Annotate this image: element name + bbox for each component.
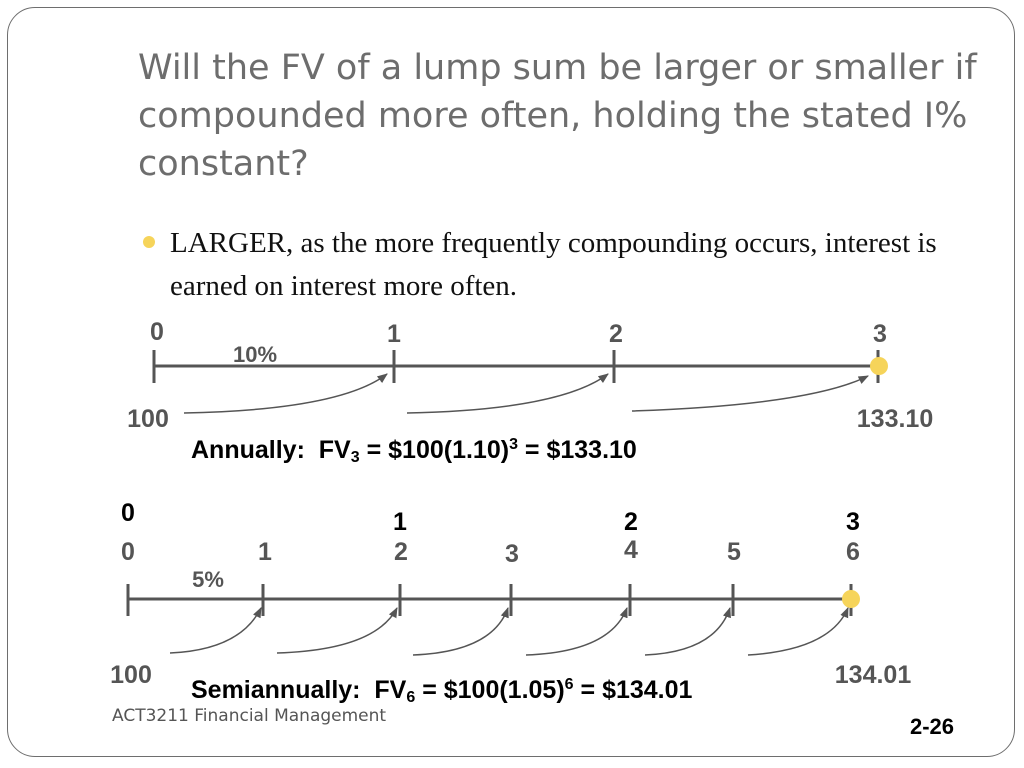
semiannual-pv: 100 [110,661,152,689]
semiannual-arrow-2 [276,607,398,654]
semiannual-period-2: 2 [394,538,408,566]
annual-period-2: 2 [609,320,623,348]
annual-arrow-1 [183,373,388,414]
annual-arrow-3 [631,375,869,412]
footer-course: ACT3211 Financial Management [112,706,387,726]
annual-fv: 133.10 [857,405,933,433]
annual-formula-label: Annually: FV [191,436,351,464]
semiannual-arrow-5 [644,607,731,656]
semiannual-formula-middle: = $100(1.05) [415,676,565,704]
semiannual-arrow-4 [525,607,628,656]
bullet-text: LARGER, as the more frequently compoundi… [170,227,937,302]
annual-pv: 100 [127,405,169,433]
semiannual-formula-result: = $134.01 [573,676,693,704]
semiannual-period-4: 4 [624,536,638,564]
semiannual-year-1: 1 [393,508,407,536]
annual-formula-middle: = $100(1.10) [359,436,510,464]
slide-title: Will the FV of a lump sum be larger or s… [138,48,977,184]
semiannual-end-marker [842,590,860,608]
semiannual-arrow-6 [747,607,849,656]
semiannual-formula-exp: 6 [564,676,574,693]
semiannual-period-6: 6 [846,538,860,566]
annual-period-0: 0 [150,318,164,346]
semiannual-period-0: 0 [121,538,135,566]
semiannual-timeline: 0 1 2 3 0 1 2 3 4 5 6 5% 100 134.01 [110,499,911,689]
semiannual-fv: 134.01 [835,661,912,689]
annual-formula-sub: 3 [350,449,360,466]
annual-timeline: 0 1 2 3 10% 100 133.10 [127,318,933,433]
annual-period-3: 3 [873,320,887,348]
semiannual-arrow-3 [412,607,509,656]
semiannual-arrow-1 [169,607,262,654]
semiannual-formula-label: Semiannually: FV [191,676,407,704]
annual-formula: Annually: FV3 = $100(1.10)3 = $133.10 [191,436,637,467]
annual-period-1: 1 [387,320,401,348]
semiannual-formula: Semiannually: FV6 = $100(1.05)6 = $134.0… [191,676,692,707]
slide-frame [7,7,1015,757]
annual-arrow-2 [406,373,609,414]
semiannual-period-3: 3 [505,540,519,568]
semiannual-year-3: 3 [846,508,860,536]
annual-formula-exp: 3 [509,436,518,453]
semiannual-rate: 5% [192,567,224,592]
semiannual-year-0: 0 [121,499,135,527]
bullet-dot [143,236,155,248]
semiannual-period-5: 5 [727,538,741,566]
annual-end-marker [870,357,888,375]
page-number: 2-26 [910,714,955,739]
semiannual-formula-sub: 6 [406,689,416,706]
semiannual-year-2: 2 [624,508,638,536]
semiannual-period-1: 1 [258,538,272,566]
annual-rate: 10% [233,342,277,367]
annual-formula-result: = $133.10 [517,436,637,464]
